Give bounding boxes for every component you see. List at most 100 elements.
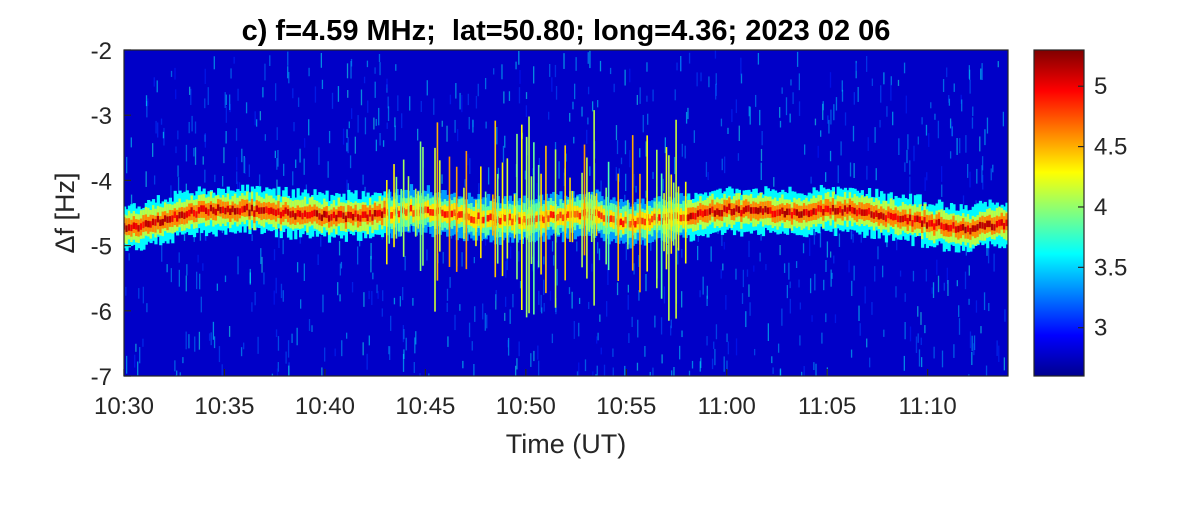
ridge-segment: [966, 225, 971, 232]
ridge-segment: [332, 211, 336, 219]
ridge-segment: [301, 212, 305, 220]
ridge-segment: [858, 207, 862, 215]
ridge-segment: [969, 227, 973, 235]
ridge-segment: [679, 214, 684, 222]
ridge-segment: [880, 212, 884, 219]
ridge-segment: [749, 207, 754, 214]
ridge-segment: [477, 212, 481, 220]
ridge-segment: [843, 205, 848, 212]
ridge-segment: [460, 211, 464, 218]
ridge-segment: [443, 211, 447, 218]
ridge-segment: [315, 210, 320, 217]
ridge-segment: [142, 221, 146, 229]
ridge-segment: [552, 211, 556, 219]
ridge-segment: [766, 207, 770, 215]
ridge-segment: [964, 226, 968, 234]
ridge-segment: [658, 214, 662, 221]
ridge-segment: [366, 214, 370, 222]
ridge-segment: [241, 206, 245, 213]
ridge-segment: [311, 210, 315, 218]
ridge-segment: [983, 223, 987, 230]
ridge-segment: [689, 212, 693, 220]
y-tick-label: -4: [91, 168, 112, 195]
ridge-segment: [453, 209, 457, 217]
ridge-segment: [872, 212, 876, 219]
x-axis-label: Time (UT): [506, 429, 626, 459]
ridge-segment: [904, 214, 908, 222]
ridge-segment: [364, 211, 368, 218]
ridge-segment: [178, 211, 182, 219]
ridge-segment: [737, 206, 741, 213]
ridge-segment: [313, 209, 317, 217]
ridge-segment: [790, 211, 795, 219]
ridge-segment: [993, 224, 997, 231]
ridge-segment: [694, 213, 698, 220]
ridge-segment: [781, 207, 785, 215]
ridge-segment: [860, 209, 864, 216]
ridge-segment: [542, 216, 546, 224]
ridge-segment: [728, 203, 732, 211]
ridge-segment: [814, 208, 819, 216]
ridge-segment: [221, 206, 226, 214]
ridge-segment: [650, 215, 655, 223]
ridge-segment: [602, 215, 606, 222]
ridge-segment: [745, 205, 749, 213]
ridge-segment: [176, 215, 180, 222]
ridge-segment: [270, 207, 274, 214]
ridge-segment: [764, 206, 768, 213]
ridge-segment: [740, 209, 744, 217]
ridge-segment: [754, 207, 758, 214]
ridge-segment: [450, 210, 455, 218]
ridge-segment: [441, 209, 445, 217]
ridge-segment: [183, 212, 187, 220]
ridge-segment: [576, 210, 580, 218]
ridge-segment: [1005, 219, 1008, 227]
ridge-segment: [323, 210, 327, 218]
ridge-segment: [265, 206, 269, 213]
x-tick-label: 10:55: [596, 393, 656, 420]
ridge-segment: [865, 209, 869, 216]
ridge-segment: [356, 214, 361, 221]
ridge-segment: [870, 211, 874, 218]
ridge-segment: [132, 222, 136, 229]
ridge-segment: [978, 221, 983, 229]
ridge-segment: [720, 209, 725, 217]
ridge-segment: [130, 224, 134, 232]
ridge-segment: [935, 219, 939, 227]
ridge-segment: [622, 220, 626, 228]
ridge-segment: [166, 216, 170, 223]
y-axis: -2 -3 -4 -5 -6 -7: [91, 38, 131, 391]
ridge-segment: [405, 209, 409, 216]
ridge-segment: [937, 218, 942, 226]
ridge-segment: [769, 207, 773, 214]
ridge-segment: [988, 220, 992, 228]
ridge-segment: [431, 209, 435, 216]
ridge-segment: [335, 214, 339, 222]
ridge-segment: [829, 208, 833, 215]
ridge-segment: [286, 209, 291, 216]
ridge-segment: [482, 216, 486, 224]
ridge-segment: [786, 208, 790, 216]
y-tick-label: -3: [91, 103, 112, 130]
ridge-segment: [732, 208, 737, 215]
ridge-segment: [901, 215, 905, 223]
ridge-segment: [711, 206, 715, 214]
ridge-segment: [925, 222, 930, 229]
ridge-segment: [933, 223, 937, 230]
x-axis: 10:30 10:35 10:40 10:45 10:50 10:55 11:00 11:05…: [94, 369, 957, 420]
colorbar-gradient: [1033, 49, 1085, 377]
colorbar-tick-label: 4.5: [1094, 134, 1127, 161]
ridge-segment: [426, 206, 430, 214]
ridge-segment: [556, 213, 561, 221]
ridge-segment: [742, 207, 746, 214]
ridge-segment: [896, 215, 901, 223]
ridge-segment: [875, 210, 879, 217]
ridge-segment: [610, 215, 614, 222]
x-tick-label: 11:10: [898, 393, 956, 420]
ridge-segment: [151, 218, 156, 226]
ridge-segment: [124, 223, 127, 230]
ridge-segment: [195, 211, 199, 218]
ridge-segment: [243, 205, 247, 213]
ridge-segment: [884, 215, 889, 222]
ridge-segment: [503, 214, 508, 222]
